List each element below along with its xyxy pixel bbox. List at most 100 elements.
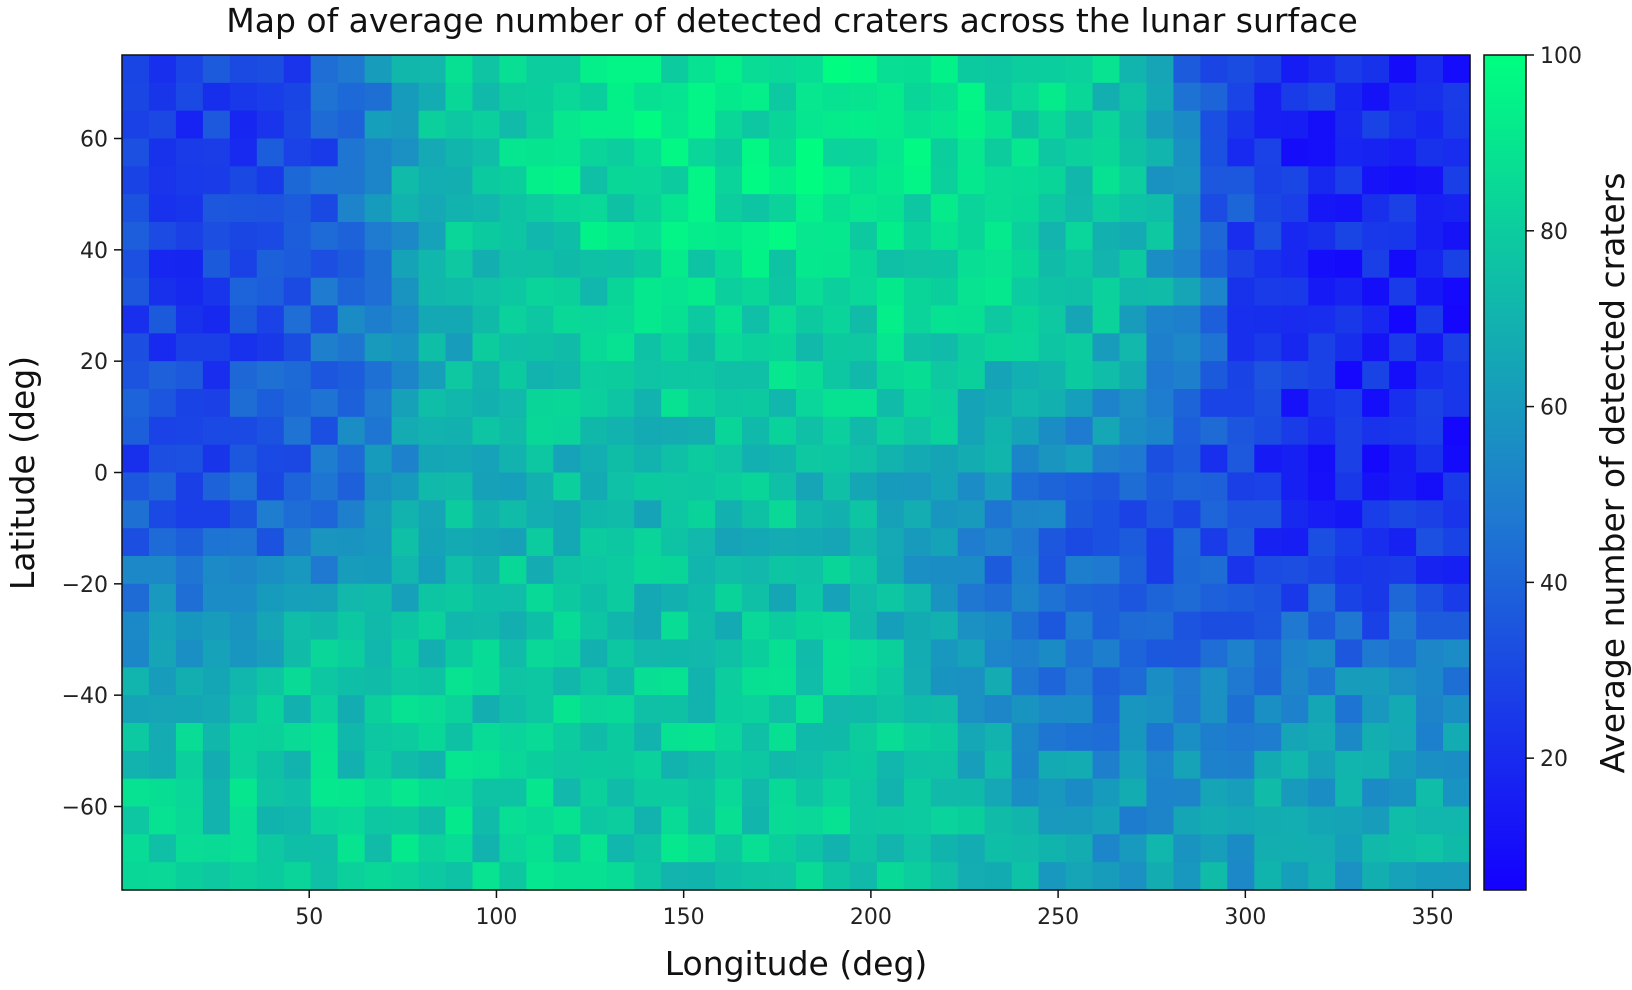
heatmap-cell xyxy=(957,55,986,84)
heatmap-cell xyxy=(957,583,986,613)
heatmap-cell xyxy=(553,110,581,140)
heatmap-cell xyxy=(553,166,581,195)
heatmap-cell xyxy=(391,277,420,307)
heatmap-cell xyxy=(661,611,689,641)
heatmap-cell xyxy=(1443,194,1471,223)
heatmap-cell xyxy=(445,194,474,223)
heatmap-cell xyxy=(122,222,150,251)
heatmap-cell xyxy=(1227,667,1255,696)
heatmap-cell xyxy=(1416,639,1444,668)
heatmap-cell xyxy=(1443,249,1471,279)
heatmap-cell xyxy=(1416,389,1444,418)
heatmap-cell xyxy=(580,750,608,780)
heatmap-cell xyxy=(742,389,770,418)
heatmap-cell xyxy=(1065,723,1094,752)
heatmap-cell xyxy=(742,138,770,167)
heatmap-cell xyxy=(553,305,581,334)
heatmap-cell xyxy=(1254,834,1282,863)
heatmap-cell xyxy=(175,611,204,641)
heatmap-cell xyxy=(1119,110,1148,140)
heatmap-cell xyxy=(984,389,1013,418)
heatmap-cell xyxy=(688,389,716,418)
heatmap-cell xyxy=(1011,806,1040,835)
heatmap-cell xyxy=(1254,500,1282,529)
heatmap-cell xyxy=(1308,834,1336,863)
heatmap-cell xyxy=(553,834,581,863)
heatmap-cell xyxy=(1227,166,1255,195)
heatmap-cell xyxy=(822,695,851,724)
heatmap-cell xyxy=(715,82,743,112)
heatmap-cell xyxy=(903,500,932,529)
heatmap-cell xyxy=(849,472,878,501)
heatmap-cell xyxy=(337,806,366,835)
heatmap-cell xyxy=(1416,862,1444,891)
heatmap-cell xyxy=(930,110,959,140)
heatmap-cell xyxy=(1416,416,1444,446)
heatmap-cell xyxy=(1227,528,1255,557)
heatmap-cell xyxy=(1362,528,1390,557)
heatmap-cell xyxy=(661,778,689,808)
heatmap-cell xyxy=(1254,194,1282,223)
heatmap-cell xyxy=(122,583,150,613)
heatmap-cell xyxy=(148,639,177,668)
heatmap-cell xyxy=(1011,778,1040,808)
heatmap-cell xyxy=(202,528,231,557)
heatmap-cell xyxy=(1092,249,1121,279)
heatmap-cell xyxy=(1200,194,1228,223)
heatmap-cell xyxy=(1254,750,1282,780)
heatmap-cell xyxy=(337,138,366,167)
heatmap-cell xyxy=(310,611,339,641)
heatmap-cell xyxy=(175,556,204,585)
heatmap-cell xyxy=(957,416,986,446)
heatmap-cell xyxy=(822,583,851,613)
heatmap-cell xyxy=(1065,222,1094,251)
chart-title: Map of average number of detected crater… xyxy=(226,1,1358,40)
heatmap-cell xyxy=(148,583,177,613)
heatmap-cell xyxy=(445,138,474,167)
y-tick-label: −60 xyxy=(62,796,108,821)
heatmap-cell xyxy=(445,361,474,390)
heatmap-cell xyxy=(1362,695,1390,724)
heatmap-cell xyxy=(1389,639,1417,668)
heatmap-cell xyxy=(984,723,1013,752)
heatmap-cell xyxy=(1200,305,1228,334)
heatmap-cell xyxy=(849,166,878,195)
heatmap-cell xyxy=(1443,611,1471,641)
heatmap-cell xyxy=(256,222,285,251)
heatmap-cell xyxy=(661,862,689,891)
heatmap-cell xyxy=(202,472,231,501)
heatmap-cell xyxy=(1254,639,1282,668)
heatmap-cell xyxy=(553,750,581,780)
heatmap-cell xyxy=(796,806,824,835)
heatmap-cell xyxy=(418,750,447,780)
heatmap-cell xyxy=(634,778,662,808)
heatmap-cell xyxy=(1173,862,1201,891)
heatmap-cell xyxy=(1146,222,1175,251)
heatmap-cell xyxy=(1227,82,1255,112)
heatmap-cell xyxy=(661,583,689,613)
heatmap-cell xyxy=(337,750,366,780)
heatmap-cell xyxy=(796,249,824,279)
heatmap-cell xyxy=(553,583,581,613)
heatmap-cell xyxy=(849,222,878,251)
heatmap-cell xyxy=(175,249,204,279)
heatmap-cell xyxy=(1146,500,1175,529)
heatmap-cell xyxy=(1038,611,1067,641)
heatmap-cell xyxy=(229,444,258,474)
heatmap-cell xyxy=(634,806,662,835)
heatmap-cell xyxy=(1092,305,1121,334)
heatmap-cell xyxy=(283,82,312,112)
heatmap-cell xyxy=(769,249,797,279)
heatmap-cell xyxy=(256,695,285,724)
heatmap-cell xyxy=(1011,222,1040,251)
heatmap-cell xyxy=(256,667,285,696)
heatmap-cell xyxy=(957,611,986,641)
heatmap-cell xyxy=(876,222,905,251)
colorbar xyxy=(1483,54,1527,891)
heatmap-cell xyxy=(337,222,366,251)
heatmap-cell xyxy=(876,778,905,808)
heatmap-cell xyxy=(418,194,447,223)
heatmap-cell xyxy=(984,110,1013,140)
heatmap-cell xyxy=(1416,778,1444,808)
